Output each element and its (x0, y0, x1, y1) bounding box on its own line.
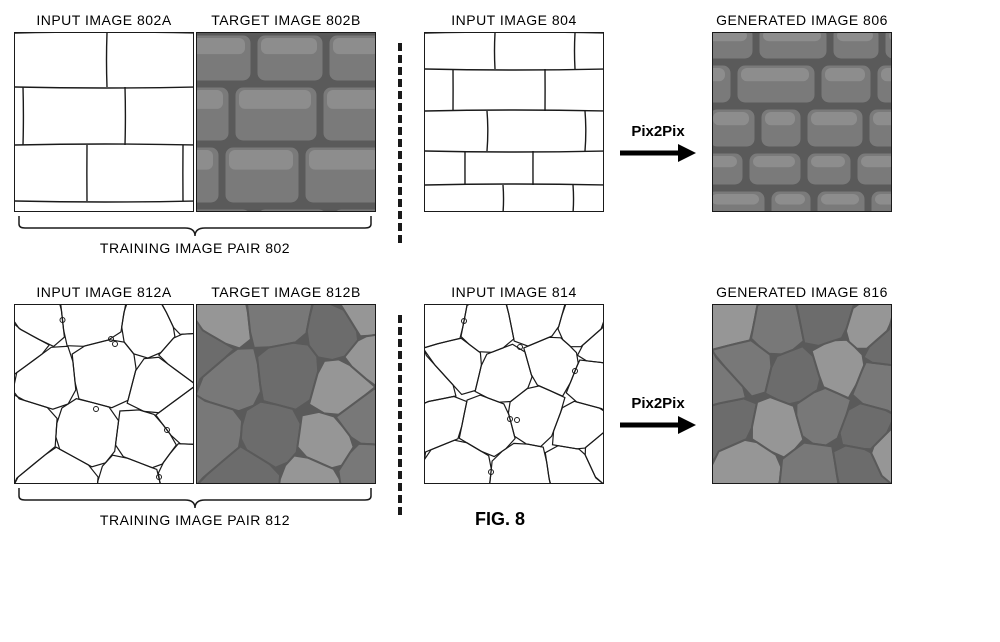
label-802b: TARGET IMAGE 802B (211, 12, 361, 28)
panel-806: GENERATED IMAGE 806 (712, 12, 892, 212)
brace-812: TRAINING IMAGE PAIR 812 (15, 486, 375, 528)
panel-816: GENERATED IMAGE 816 (712, 284, 892, 484)
tile-816 (712, 304, 892, 484)
panel-814: INPUT IMAGE 814 (424, 284, 604, 484)
arrow-row1: Pix2Pix (618, 123, 698, 164)
panel-812a: INPUT IMAGE 812A (14, 284, 194, 484)
tile-802b (196, 32, 376, 212)
arrow-right-icon (618, 142, 698, 164)
figure-8: INPUT IMAGE 802A TARGET IMAGE 802B TRAIN… (14, 12, 986, 528)
label-816: GENERATED IMAGE 816 (716, 284, 888, 300)
tile-812a (14, 304, 194, 484)
arrow-row2: Pix2Pix (618, 395, 698, 436)
tile-806 (712, 32, 892, 212)
training-pair-802: INPUT IMAGE 802A TARGET IMAGE 802B TRAIN… (14, 12, 376, 256)
label-812a: INPUT IMAGE 812A (36, 284, 171, 300)
tile-802a (14, 32, 194, 212)
arrow-label-1: Pix2Pix (631, 123, 684, 140)
panel-804: INPUT IMAGE 804 (424, 12, 604, 212)
tile-804 (424, 32, 604, 212)
figure-caption: FIG. 8 (475, 509, 525, 530)
label-806: GENERATED IMAGE 806 (716, 12, 888, 28)
panel-812b: TARGET IMAGE 812B (196, 284, 376, 484)
label-804: INPUT IMAGE 804 (451, 12, 577, 28)
brace-802: TRAINING IMAGE PAIR 802 (15, 214, 375, 256)
arrow-right-icon (618, 414, 698, 436)
tile-812b (196, 304, 376, 484)
pair-label-812: TRAINING IMAGE PAIR 812 (100, 512, 290, 528)
pair-label-802: TRAINING IMAGE PAIR 802 (100, 240, 290, 256)
label-814: INPUT IMAGE 814 (451, 284, 577, 300)
row-802: INPUT IMAGE 802A TARGET IMAGE 802B TRAIN… (14, 12, 986, 256)
divider-row1 (398, 43, 402, 243)
tile-814 (424, 304, 604, 484)
label-802a: INPUT IMAGE 802A (36, 12, 171, 28)
label-812b: TARGET IMAGE 812B (211, 284, 361, 300)
brace-icon (15, 486, 375, 510)
row-812: INPUT IMAGE 812A TARGET IMAGE 812B TRAIN… (14, 284, 986, 528)
panel-802b: TARGET IMAGE 802B (196, 12, 376, 212)
arrow-label-2: Pix2Pix (631, 395, 684, 412)
brace-icon (15, 214, 375, 238)
divider-row2 (398, 315, 402, 515)
panel-802a: INPUT IMAGE 802A (14, 12, 194, 212)
training-pair-812: INPUT IMAGE 812A TARGET IMAGE 812B TRAIN… (14, 284, 376, 528)
